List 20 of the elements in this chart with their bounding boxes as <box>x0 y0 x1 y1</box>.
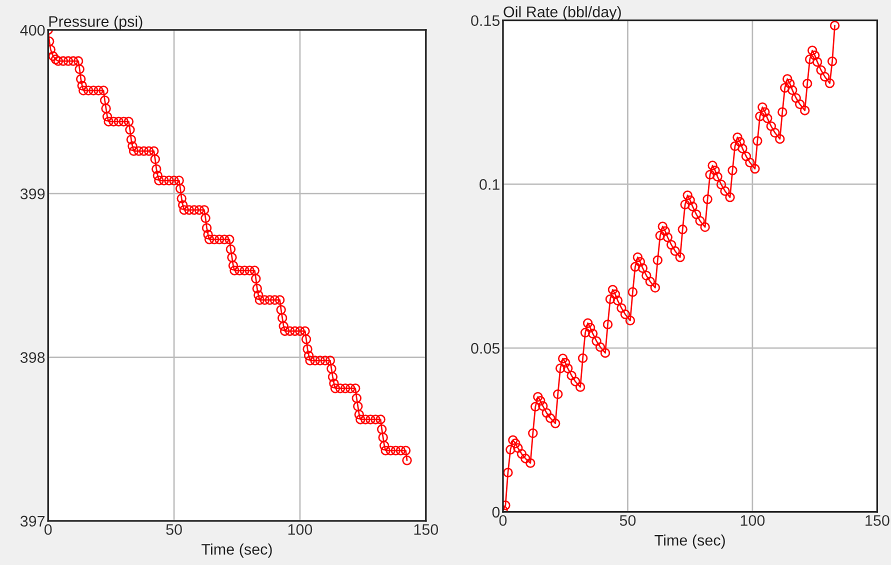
y-tick-label: 0.15 <box>471 15 500 26</box>
y-axis-title: Pressure (psi) <box>49 16 142 30</box>
y-tick-label: 0.1 <box>480 179 500 190</box>
x-tick-label: 50 <box>166 524 182 535</box>
x-axis-title: Time (sec) <box>654 534 725 549</box>
x-tick-label: 150 <box>866 515 890 526</box>
y-axis-title: Oil Rate (bbl/day) <box>504 6 621 20</box>
x-axis-title: Time (sec) <box>202 544 272 558</box>
x-tick-label: 0 <box>499 515 507 526</box>
y-tick-label: 0 <box>492 506 500 518</box>
x-tick-label: 150 <box>414 524 438 535</box>
x-tick-label: 100 <box>740 515 765 526</box>
x-tick-label: 100 <box>288 524 312 535</box>
y-tick-label: 400 <box>20 24 45 36</box>
y-tick-label: 397 <box>20 516 45 527</box>
x-tick-label: 50 <box>620 515 636 526</box>
y-tick-label: 399 <box>20 188 45 200</box>
y-tick-label: 398 <box>20 352 45 363</box>
y-tick-label: 0.05 <box>471 342 500 354</box>
x-tick-label: 0 <box>44 524 52 535</box>
